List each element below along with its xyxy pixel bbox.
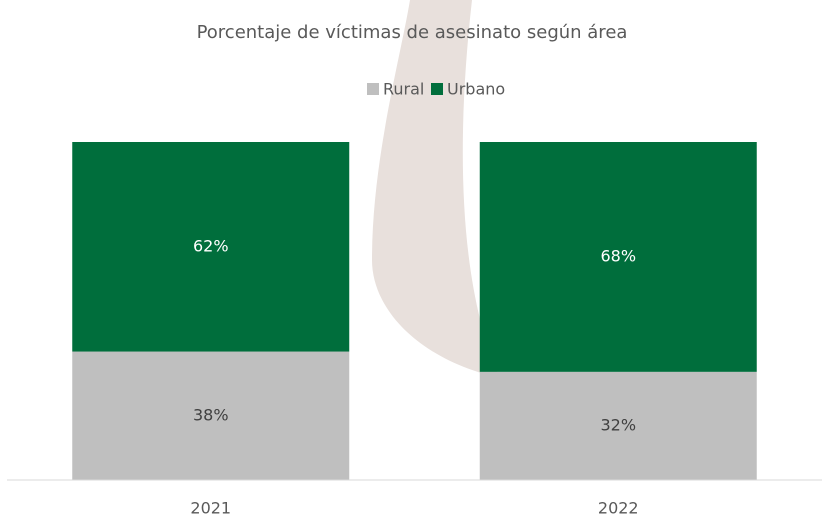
bar-segment — [72, 351, 350, 480]
bar-segment — [72, 142, 350, 352]
x-tick-label: 2021 — [190, 499, 231, 518]
legend-swatch — [431, 83, 443, 95]
x-tick-label: 2022 — [598, 499, 639, 518]
value-label: 68% — [600, 246, 636, 265]
value-label: 32% — [600, 415, 636, 434]
legend-swatch — [367, 83, 379, 95]
bar-segment — [479, 371, 757, 480]
value-label: 62% — [193, 236, 229, 255]
background-decoration — [372, 0, 500, 378]
value-label: 38% — [193, 405, 229, 424]
bar-segment — [479, 142, 757, 372]
legend-label: Rural — [383, 80, 424, 99]
legend-label: Urbano — [447, 80, 505, 99]
chart-title: Porcentaje de víctimas de asesinato segú… — [197, 22, 628, 43]
